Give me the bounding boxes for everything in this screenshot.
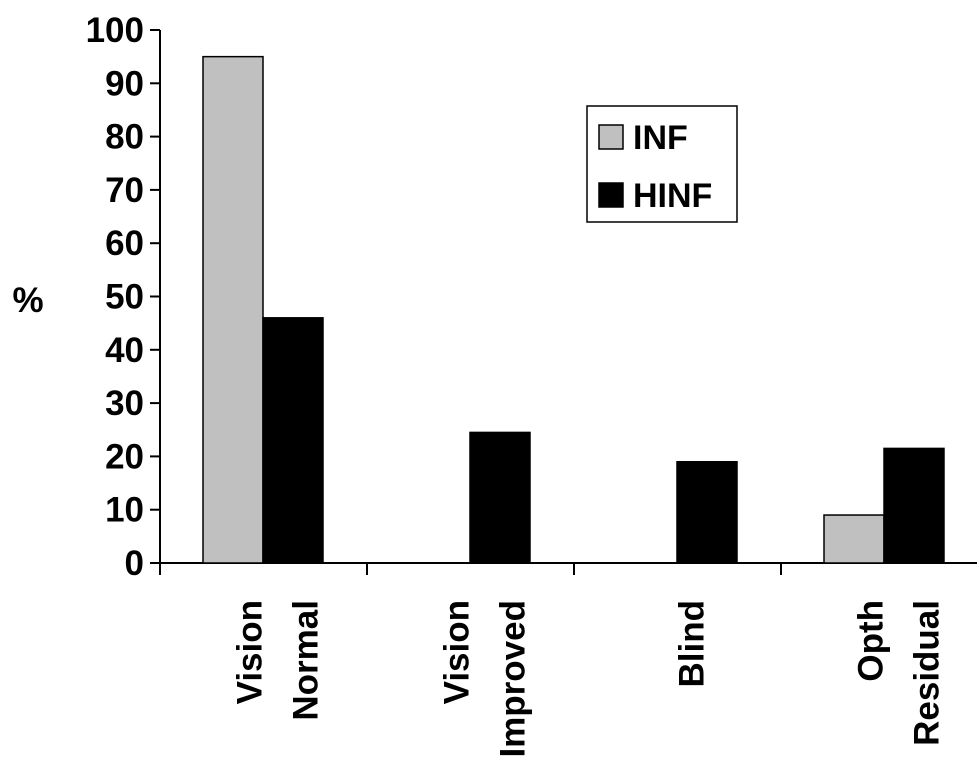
legend-swatch-hinf (598, 182, 624, 208)
y-tick-label: 30 (105, 384, 144, 423)
y-tick-label: 10 (105, 491, 144, 530)
y-tick-label: 0 (125, 544, 144, 583)
legend-swatch-inf (598, 124, 624, 150)
y-tick-label: 40 (105, 331, 144, 370)
category-label-3-0: Opth (852, 600, 891, 682)
bar-inf-3 (823, 514, 885, 564)
category-label-1-0: Vision (438, 600, 477, 704)
y-axis-label: % (12, 281, 43, 320)
legend-label-hinf: HINF (633, 177, 712, 215)
y-tick-label: 20 (105, 437, 144, 476)
bar-hinf-0 (262, 317, 324, 564)
bar-hinf-2 (676, 460, 738, 564)
legend: INF HINF (586, 105, 738, 223)
category-label-3-1: Residual (908, 600, 947, 746)
category-label-2-0: Blind (673, 600, 712, 687)
y-tick-label: 70 (105, 171, 144, 210)
bars (202, 55, 945, 564)
category-label-1-1: Improved (494, 600, 533, 758)
legend-label-inf: INF (633, 119, 688, 157)
bar-inf-0 (202, 55, 264, 564)
y-ticks: 0 10 20 30 40 50 60 70 80 90 100 (86, 11, 160, 583)
y-tick-label: 100 (86, 11, 144, 50)
category-labels: Vision Normal Vision Improved Blind Opth Resid… (231, 600, 947, 758)
y-tick-label: 80 (105, 118, 144, 157)
y-tick-label: 60 (105, 224, 144, 263)
category-label-0-1: Normal (287, 600, 326, 721)
category-label-0-0: Vision (231, 600, 270, 704)
bar-hinf-1 (469, 431, 531, 564)
bar-hinf-3 (883, 447, 945, 564)
y-tick-label: 90 (105, 64, 144, 103)
y-tick-label: 50 (105, 278, 144, 317)
